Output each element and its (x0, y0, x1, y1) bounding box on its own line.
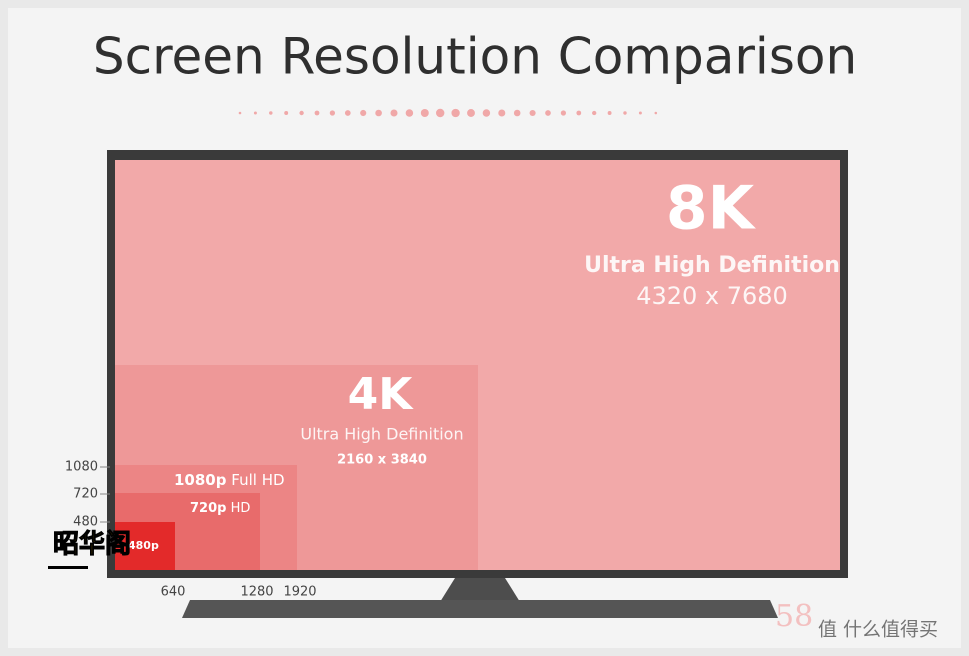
dotted-divider (238, 108, 658, 118)
height-label: 480 (73, 515, 98, 530)
tier-subtitle: Ultra High Definition (584, 253, 840, 278)
dot (314, 110, 320, 116)
tv-base (182, 600, 778, 618)
dot (344, 110, 351, 116)
dot (513, 109, 521, 117)
height-label: 720 (73, 487, 98, 502)
tier-label: 720p HD (190, 501, 250, 516)
dot (360, 109, 367, 117)
watermark-bar (48, 566, 88, 569)
tier-subtitle: Full HD (231, 471, 284, 489)
tv-neck (440, 578, 520, 602)
dot (390, 109, 398, 117)
tier-name: 480p (128, 539, 159, 552)
dot (482, 109, 491, 117)
dot (420, 109, 429, 117)
tier-subtitle: Ultra High Definition (300, 425, 463, 444)
dot (467, 109, 475, 117)
dot (498, 109, 506, 117)
dot (238, 111, 242, 115)
dot (545, 110, 551, 116)
tier-resolution: 2160 x 3840 (337, 453, 427, 468)
watermark: 昭华阁 (53, 529, 131, 560)
dot (592, 110, 597, 116)
dot (529, 109, 536, 117)
screen-480p (115, 522, 175, 570)
width-label: 640 (161, 585, 186, 600)
tier-label: 1080p Full HD (174, 471, 285, 489)
width-label: 1280 (240, 585, 273, 600)
dot (654, 111, 658, 115)
dot (253, 111, 257, 115)
dot (576, 110, 582, 116)
tier-subtitle: HD (231, 501, 251, 516)
dot (269, 111, 273, 115)
watermark: 58 (775, 599, 813, 634)
dot (299, 110, 304, 116)
dot (623, 111, 627, 115)
dot (451, 108, 460, 118)
tier-name: 1080p (174, 471, 227, 489)
tier-name: 4K (348, 369, 415, 420)
tier-name: 8K (666, 174, 757, 244)
dot (638, 111, 642, 115)
dot (375, 109, 382, 117)
dot (560, 110, 567, 116)
width-label: 1920 (283, 585, 316, 600)
tier-name: 720p (190, 501, 226, 516)
dot (329, 110, 336, 116)
dot (435, 108, 445, 118)
dot (284, 111, 289, 115)
tier-resolution: 4320 x 7680 (636, 282, 788, 310)
dot (405, 109, 414, 117)
height-label: 1080 (65, 460, 98, 475)
title: Screen Resolution Comparison (93, 28, 857, 86)
dot (607, 111, 612, 115)
watermark: 值 什么值得买 (818, 619, 938, 641)
